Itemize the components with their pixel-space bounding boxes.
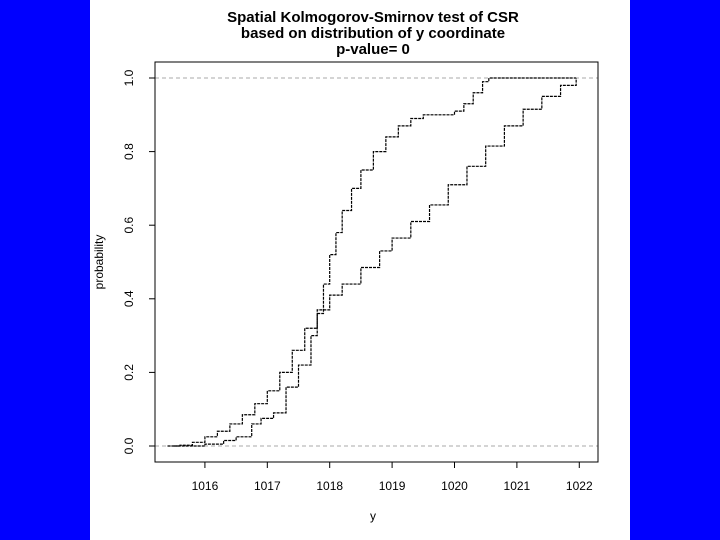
x-tick-label-4: 1020	[441, 479, 468, 493]
title-line-3: p-value= 0	[336, 41, 410, 58]
y-tick-label-3: 0.6	[122, 217, 136, 234]
x-axis: 1016 1017 1018 1019 1020 1021 1022	[192, 462, 593, 493]
title-line-1: Spatial Kolmogorov-Smirnov test of CSR	[227, 9, 519, 26]
title-line-2: based on distribution of y coordinate	[241, 25, 505, 42]
y-tick-label-1: 0.2	[122, 364, 136, 381]
y-tick-label-2: 0.4	[122, 290, 136, 307]
plot-frame	[154, 61, 599, 463]
series-line-0	[167, 78, 577, 447]
reference-lines	[155, 77, 598, 447]
x-tick-label-5: 1021	[504, 479, 531, 493]
x-tick-label-2: 1018	[316, 479, 343, 493]
ks-test-plot: Spatial Kolmogorov-Smirnov test of CSR b…	[92, 9, 599, 523]
x-tick-label-0: 1016	[192, 479, 219, 493]
y-tick-label-4: 0.8	[122, 143, 136, 160]
y-axis: 0.0 0.2 0.4 0.6 0.8 1.0	[122, 69, 155, 454]
cdf-curves	[167, 77, 577, 447]
y-tick-label-5: 1.0	[122, 69, 136, 86]
x-axis-label: y	[370, 509, 376, 523]
y-axis-label: probability	[92, 235, 106, 290]
x-tick-label-6: 1022	[566, 479, 593, 493]
x-tick-label-3: 1019	[379, 479, 406, 493]
chart-title: Spatial Kolmogorov-Smirnov test of CSR b…	[227, 9, 519, 58]
y-tick-label-0: 0.0	[122, 437, 136, 454]
series-line-1	[173, 77, 577, 447]
chart-panel: Spatial Kolmogorov-Smirnov test of CSR b…	[90, 0, 630, 540]
x-tick-label-1: 1017	[254, 479, 281, 493]
